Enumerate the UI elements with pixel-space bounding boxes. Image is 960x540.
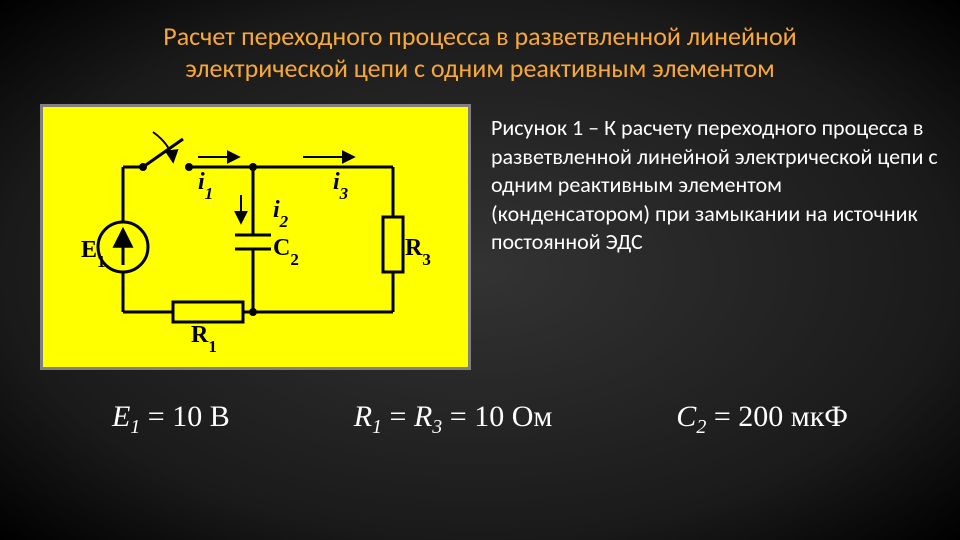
formula-R: R1 = R3 = 10 Ом [354,400,553,439]
svg-text:i3: i3 [333,169,349,203]
svg-text:R1: R1 [191,322,217,356]
circuit-svg: E1 R1 C2 R3 i1 i2 i3 [43,107,468,367]
svg-text:R3: R3 [405,235,431,269]
title-line-1: Расчет переходного процесса в разветвлен… [60,20,900,52]
formula-E1: E1 = 10 В [112,400,230,439]
slide-title: Расчет переходного процесса в разветвлен… [0,0,960,94]
figure-caption: Рисунок 1 – К расчету переходного процес… [491,114,940,257]
svg-text:E1: E1 [81,237,106,271]
svg-text:i2: i2 [273,197,289,231]
caption-column: Рисунок 1 – К расчету переходного процес… [491,104,940,370]
formula-C2: C2 = 200 мкФ [676,400,848,439]
circuit-diagram: E1 R1 C2 R3 i1 i2 i3 [40,104,471,370]
title-line-2: электрической цепи с одним реактивным эл… [60,52,900,84]
formula-row: E1 = 10 В R1 = R3 = 10 Ом C2 = 200 мкФ [0,370,960,439]
svg-text:C2: C2 [273,235,299,269]
content-row: E1 R1 C2 R3 i1 i2 i3 Рисунок 1 – К расчету пер… [0,94,960,370]
svg-text:i1: i1 [198,169,213,203]
